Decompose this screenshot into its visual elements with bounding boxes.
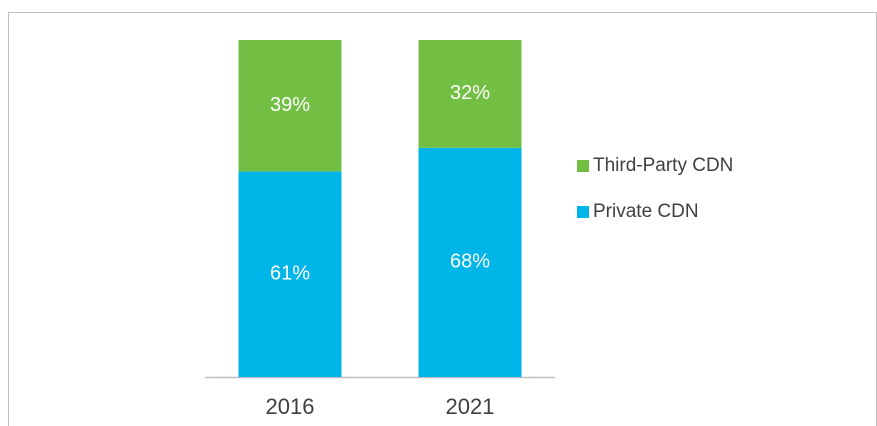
legend-label: Third-Party CDN (593, 155, 733, 176)
bar-segment (238, 40, 342, 172)
bar-segment (238, 171, 342, 377)
legend-label: Private CDN (593, 201, 699, 222)
value-label: 61% (270, 262, 310, 284)
bar-segment (418, 147, 522, 377)
x-tick-label: 2021 (446, 394, 495, 419)
x-tick-label: 2016 (266, 394, 315, 419)
legend-swatch (577, 206, 589, 218)
value-label: 68% (450, 251, 490, 273)
legend-swatch (577, 160, 589, 172)
bar-segment (418, 40, 522, 148)
value-label: 32% (450, 82, 490, 104)
value-label: 39% (270, 94, 310, 116)
